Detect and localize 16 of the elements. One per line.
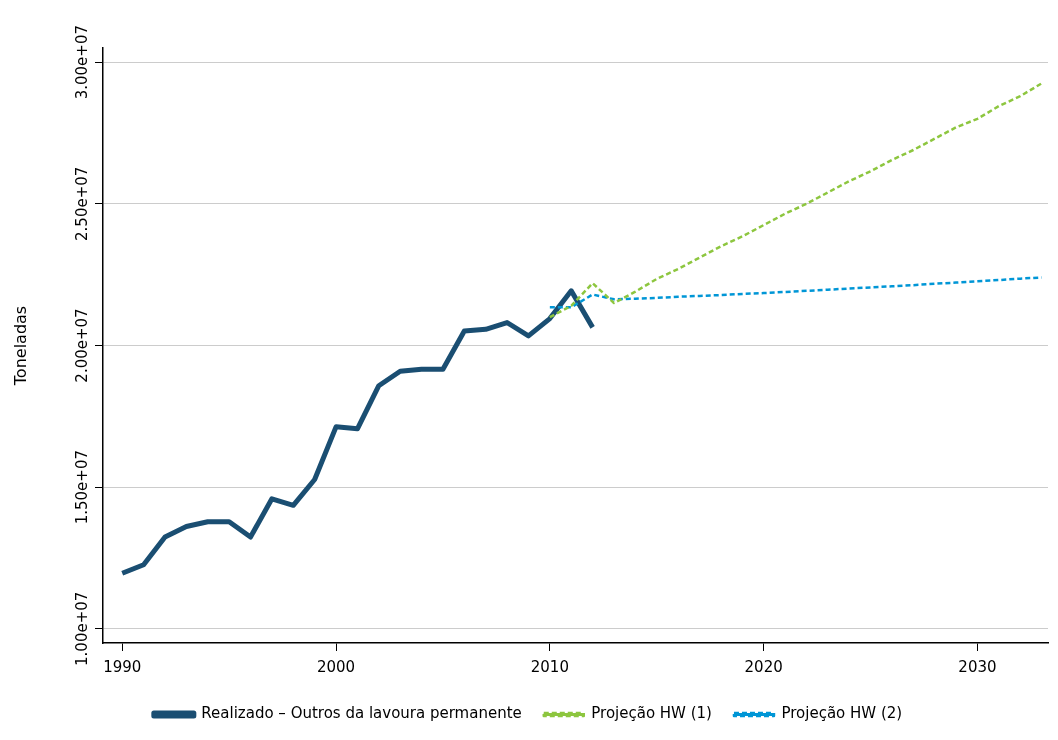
legend-label: Projeção HW (2)	[781, 704, 903, 723]
legend-label: Projeção HW (1)	[591, 704, 712, 723]
x-tick-label: 2020	[744, 657, 783, 676]
y-tick-label: 2.00e+07	[73, 308, 92, 383]
y-axis-title: Toneladas	[10, 305, 30, 387]
line-series	[548, 82, 1043, 319]
x-tick-label: 2000	[316, 657, 356, 676]
y-tick-label: 1.00e+07	[73, 591, 92, 666]
line-series	[548, 276, 1043, 309]
x-tick-label: 1990	[103, 657, 142, 676]
x-tick-label: 2030	[958, 657, 997, 676]
y-tick-label: 3.00e+07	[73, 25, 92, 100]
y-tick-label: 1.50e+07	[73, 450, 92, 525]
y-tick-label: 2.50e+07	[73, 166, 92, 241]
x-tick-label: 2010	[530, 657, 569, 676]
legend-label: Realizado – Outros da lavoura permanente	[201, 704, 522, 723]
